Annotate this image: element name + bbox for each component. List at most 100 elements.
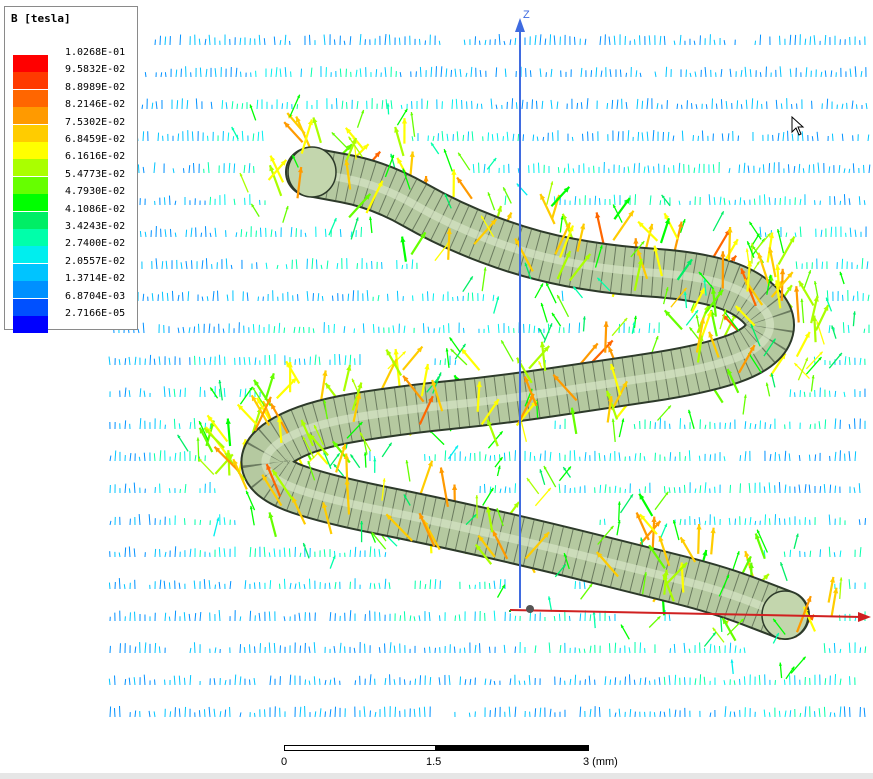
field-arrow: [390, 100, 393, 110]
field-arrow: [648, 322, 651, 334]
field-arrow: [278, 322, 281, 334]
field-arrow: [572, 168, 575, 174]
field-arrow: [263, 38, 266, 46]
field-arrow: [809, 424, 812, 430]
field-arrow: [783, 551, 786, 558]
field-arrow: [153, 453, 156, 462]
field-arrow: [764, 232, 767, 238]
field-arrow: [434, 578, 437, 590]
field-arrow: [244, 388, 247, 398]
field-arrow: [708, 194, 711, 206]
scale-bar-black-segment: [435, 745, 589, 751]
color-legend[interactable]: B [tesla] 1.0268E-01 9.5832E-02 8.8989E-02…: [4, 6, 138, 333]
field-arrow: [232, 458, 248, 490]
field-arrowhead: [805, 357, 808, 362]
field-arrow: [576, 102, 579, 110]
legend-swatch: [13, 72, 48, 90]
field-arrow: [124, 387, 127, 398]
field-arrow: [868, 164, 871, 174]
field-arrow: [410, 112, 416, 137]
field-arrow: [514, 237, 534, 272]
field-arrowhead: [284, 122, 290, 128]
field-arrow: [848, 357, 851, 366]
field-arrow: [333, 677, 336, 686]
field-arrowhead: [363, 452, 367, 456]
field-arrow: [142, 166, 145, 174]
field-arrow: [727, 133, 730, 142]
field-arrow: [723, 197, 726, 206]
field-arrowhead: [301, 419, 307, 426]
field-arrow: [818, 421, 821, 430]
field-arrow: [184, 706, 187, 718]
field-arrow: [414, 678, 417, 686]
field-arrowhead: [611, 418, 615, 422]
field-arrow: [239, 37, 242, 46]
field-arrow: [841, 103, 844, 110]
field-arrow: [324, 679, 327, 686]
field-arrow: [863, 200, 866, 206]
field-arrow: [317, 293, 320, 302]
field-arrow: [704, 424, 707, 430]
field-arrow: [429, 677, 432, 686]
field-arrow: [699, 485, 702, 494]
legend-value: 1.0268E-01: [65, 47, 126, 58]
field-arrow: [319, 708, 322, 718]
field-arrow: [633, 163, 636, 174]
field-arrow: [478, 40, 481, 46]
field-arrow: [649, 421, 652, 430]
field-arrow: [261, 130, 264, 142]
field-arrow: [480, 215, 495, 238]
field-arrow: [551, 132, 554, 142]
field-arrow: [481, 267, 487, 292]
field-arrow: [747, 165, 750, 174]
scale-bar: [284, 745, 589, 753]
field-arrow: [241, 130, 244, 142]
field-arrow: [823, 706, 826, 718]
field-arrow: [369, 546, 372, 558]
legend-value: 4.7930E-02: [65, 186, 126, 198]
field-arrow: [245, 231, 248, 238]
field-arrowhead: [740, 268, 746, 275]
field-arrow: [346, 421, 363, 439]
field-arrow: [726, 618, 745, 636]
field-arrow: [160, 72, 163, 78]
field-arrow: [578, 648, 581, 654]
field-arrow: [311, 258, 314, 270]
field-arrow: [274, 231, 277, 238]
field-arrowhead: [445, 348, 449, 352]
field-arrowhead: [280, 159, 287, 166]
field-arrowhead: [584, 253, 591, 260]
field-arrow: [139, 231, 142, 238]
field-arrow: [617, 131, 620, 142]
field-arrow: [646, 131, 649, 142]
field-arrowhead: [487, 192, 491, 196]
field-arrow: [736, 100, 739, 110]
field-arrow: [635, 70, 638, 78]
field-arrow: [785, 232, 788, 238]
mouse-pointer-icon: [791, 116, 805, 136]
field-arrow: [137, 328, 140, 334]
field-arrow: [232, 136, 235, 142]
field-arrow: [265, 463, 282, 497]
field-arrowhead: [251, 203, 255, 208]
field-arrowhead: [231, 126, 235, 131]
field-arrow: [553, 615, 556, 622]
field-arrow: [608, 643, 611, 654]
field-arrow: [279, 68, 282, 78]
field-arrowhead: [768, 274, 772, 279]
field-arrowhead: [722, 618, 728, 625]
field-arrow: [314, 354, 317, 366]
field-arrow: [279, 39, 282, 46]
field-arrow: [659, 711, 662, 718]
field-arrowhead: [723, 309, 727, 313]
field-arrow: [521, 99, 524, 110]
field-arrowhead: [323, 399, 327, 404]
field-arrowhead: [603, 321, 609, 327]
field-arrow: [409, 615, 412, 622]
field-arrow: [448, 675, 451, 686]
field-arrow: [494, 485, 497, 494]
field-arrow: [493, 610, 496, 622]
field-arrow: [712, 210, 725, 232]
